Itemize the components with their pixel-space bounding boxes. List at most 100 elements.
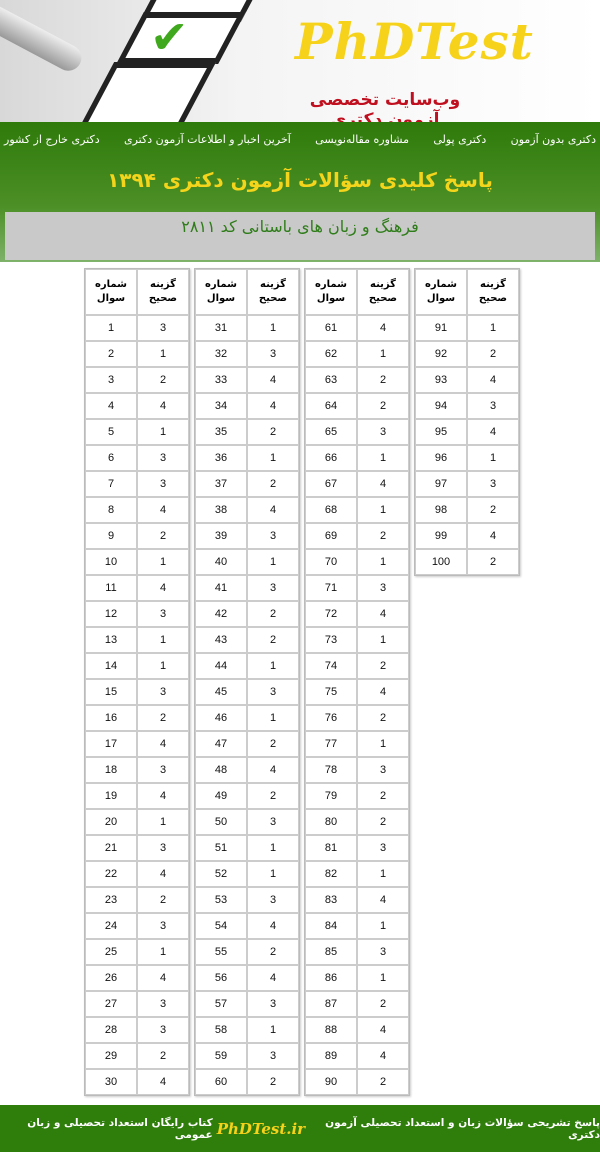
table-row: 35 2 <box>195 419 299 445</box>
correct-option: 4 <box>137 575 189 601</box>
correct-option: 3 <box>467 393 519 419</box>
footer: پاسخ تشریحی سؤالات زبان و استعداد تحصیلی… <box>0 1105 600 1152</box>
table-row: 100 2 <box>415 549 519 575</box>
question-number: 91 <box>415 315 467 341</box>
correct-option: 2 <box>137 1043 189 1069</box>
table-row: 32 3 <box>195 341 299 367</box>
correct-option: 3 <box>137 757 189 783</box>
correct-option: 3 <box>357 939 409 965</box>
question-number: 43 <box>195 627 247 653</box>
question-number: 68 <box>305 497 357 523</box>
logo: PhDTest <box>295 12 534 71</box>
question-number: 24 <box>85 913 137 939</box>
correct-option: 1 <box>137 939 189 965</box>
table-row: 16 2 <box>85 705 189 731</box>
question-number: 96 <box>415 445 467 471</box>
table-row: 28 3 <box>85 1017 189 1043</box>
table-row: 42 2 <box>195 601 299 627</box>
nav-item[interactable]: دکتری بدون آزمون <box>510 133 596 146</box>
table-row: 79 2 <box>305 783 409 809</box>
question-number: 39 <box>195 523 247 549</box>
correct-option: 2 <box>247 783 299 809</box>
table-row: 59 3 <box>195 1043 299 1069</box>
table-row: 72 4 <box>305 601 409 627</box>
table-row: 51 1 <box>195 835 299 861</box>
table-row: 87 2 <box>305 991 409 1017</box>
table-row: 17 4 <box>85 731 189 757</box>
correct-option: 2 <box>247 1069 299 1095</box>
footer-text[interactable]: کتاب رایگان استعداد تحصیلی و زبان عمومی <box>27 1116 213 1141</box>
question-number: 82 <box>305 861 357 887</box>
nav-item[interactable]: دکتری خارج از کشور <box>4 133 100 146</box>
table-row: 57 3 <box>195 991 299 1017</box>
table-row: 10 1 <box>85 549 189 575</box>
correct-option: 1 <box>467 315 519 341</box>
question-number: 14 <box>85 653 137 679</box>
question-number: 34 <box>195 393 247 419</box>
nav-item[interactable]: دکتری پولی <box>433 133 487 146</box>
table-row: 41 3 <box>195 575 299 601</box>
table-row: 52 1 <box>195 861 299 887</box>
question-number: 59 <box>195 1043 247 1069</box>
question-number: 23 <box>85 887 137 913</box>
question-number: 40 <box>195 549 247 575</box>
correct-option: 1 <box>357 341 409 367</box>
correct-option: 3 <box>137 991 189 1017</box>
question-number: 7 <box>85 471 137 497</box>
header-banner: ✔ PhDTest وب‌سایت تخصصی آزمون دکتری <box>0 0 600 122</box>
table-row: 47 2 <box>195 731 299 757</box>
table-row: 60 2 <box>195 1069 299 1095</box>
question-number: 31 <box>195 315 247 341</box>
question-number: 67 <box>305 471 357 497</box>
correct-option: 3 <box>357 419 409 445</box>
table-row: 67 4 <box>305 471 409 497</box>
table-row: 70 1 <box>305 549 409 575</box>
nav-item[interactable]: مشاوره مقاله‌نویسی <box>315 133 409 146</box>
correct-option: 4 <box>357 601 409 627</box>
correct-option: 4 <box>247 913 299 939</box>
correct-option: 3 <box>357 575 409 601</box>
table-row: 38 4 <box>195 497 299 523</box>
question-number: 55 <box>195 939 247 965</box>
question-number: 75 <box>305 679 357 705</box>
correct-option: 3 <box>247 679 299 705</box>
header-question: شماره سوال <box>195 269 247 315</box>
correct-option: 3 <box>137 679 189 705</box>
table-row: 98 2 <box>415 497 519 523</box>
correct-option: 4 <box>467 367 519 393</box>
correct-option: 2 <box>357 653 409 679</box>
table-row: 44 1 <box>195 653 299 679</box>
table-row: 37 2 <box>195 471 299 497</box>
table-row: 29 2 <box>85 1043 189 1069</box>
table-row: 46 1 <box>195 705 299 731</box>
question-number: 66 <box>305 445 357 471</box>
correct-option: 1 <box>247 549 299 575</box>
table-row: 90 2 <box>305 1069 409 1095</box>
question-number: 42 <box>195 601 247 627</box>
question-number: 73 <box>305 627 357 653</box>
header-question: شماره سوال <box>415 269 467 315</box>
table-row: 93 4 <box>415 367 519 393</box>
correct-option: 4 <box>357 1043 409 1069</box>
question-number: 11 <box>85 575 137 601</box>
answer-table: شماره سوال گزینه صحیح 1 3 2 1 3 2 4 4 5 1 6 3 7 3 8 4 9 2 10… <box>84 268 190 1096</box>
correct-option: 3 <box>247 523 299 549</box>
question-number: 70 <box>305 549 357 575</box>
correct-option: 2 <box>357 523 409 549</box>
table-row: 24 3 <box>85 913 189 939</box>
question-number: 37 <box>195 471 247 497</box>
footer-text[interactable]: پاسخ تشریحی سؤالات زبان و استعداد تحصیلی… <box>325 1116 600 1141</box>
correct-option: 1 <box>137 341 189 367</box>
correct-option: 4 <box>357 1017 409 1043</box>
question-number: 6 <box>85 445 137 471</box>
question-number: 99 <box>415 523 467 549</box>
checkbox-icon <box>75 62 217 122</box>
question-number: 21 <box>85 835 137 861</box>
nav-item[interactable]: آخرین اخبار و اطلاعات آزمون دکتری <box>124 133 291 146</box>
correct-option: 1 <box>247 705 299 731</box>
footer-link[interactable]: PhDTest.ir <box>216 1119 306 1138</box>
